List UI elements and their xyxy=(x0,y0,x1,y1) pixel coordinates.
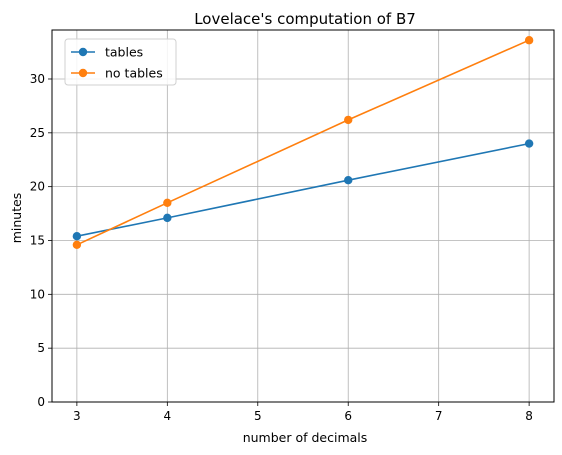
data-point-no-tables xyxy=(163,198,172,208)
chart-title: Lovelace's computation of B7 xyxy=(194,10,416,28)
x-tick-label: 3 xyxy=(73,409,81,423)
legend-label-tables: tables xyxy=(105,45,143,60)
series-line-tables xyxy=(76,142,530,237)
y-tick-label: 15 xyxy=(30,233,45,247)
x-tick-label: 8 xyxy=(525,409,533,423)
legend: tables no tables xyxy=(64,38,177,86)
y-tick-label: 10 xyxy=(30,287,45,301)
plot-frame xyxy=(51,29,555,403)
y-tick-label: 25 xyxy=(30,126,45,140)
data-point-no-tables xyxy=(72,240,82,250)
x-tick-label: 7 xyxy=(435,409,443,423)
data-point-tables xyxy=(163,213,172,223)
series-line-no-tables xyxy=(76,39,530,246)
x-tick-label: 4 xyxy=(164,409,172,423)
data-point-tables xyxy=(72,231,82,241)
y-tick-label: 30 xyxy=(30,72,45,86)
x-axis-label: number of decimals xyxy=(243,430,368,445)
x-tick-label: 5 xyxy=(254,409,262,423)
y-tick-label: 5 xyxy=(37,341,45,355)
legend-marker-no-tables xyxy=(78,68,88,78)
y-tick-label: 0 xyxy=(37,395,45,409)
data-point-no-tables xyxy=(524,36,534,45)
data-point-no-tables xyxy=(344,115,353,125)
y-tick-label: 20 xyxy=(30,180,45,194)
legend-marker-tables xyxy=(78,47,88,57)
data-point-tables xyxy=(524,139,534,148)
legend-label-no-tables: no tables xyxy=(105,66,163,81)
x-tick-label: 6 xyxy=(344,409,352,423)
data-point-tables xyxy=(344,175,353,185)
y-axis-label: minutes xyxy=(9,193,24,244)
